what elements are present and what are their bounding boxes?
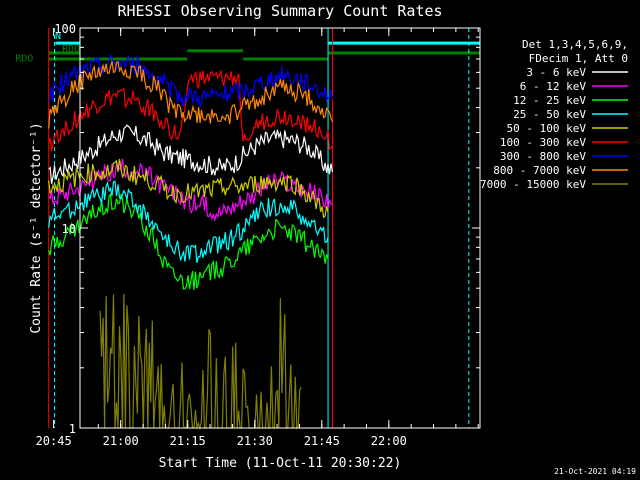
legend-label-6: 300 - 800 keV bbox=[500, 150, 586, 163]
annotation-1: RDO bbox=[62, 44, 80, 55]
annotation-0: RDO bbox=[15, 53, 33, 64]
series-line-5 bbox=[48, 70, 334, 152]
x-tick-label-5: 22:00 bbox=[371, 434, 407, 448]
legend-label-5: 100 - 300 keV bbox=[500, 136, 586, 149]
legend-label-7: 800 - 7000 keV bbox=[493, 164, 586, 177]
annotation-2: N bbox=[55, 31, 61, 42]
series-line-7 bbox=[48, 61, 334, 129]
x-tick-label-4: 21:45 bbox=[304, 434, 340, 448]
y-axis: 1 10 100 bbox=[54, 22, 480, 436]
legend-header-fdecim: FDecim 1, Att 0 bbox=[529, 52, 628, 65]
x-tick-label-3: 21:30 bbox=[237, 434, 273, 448]
x-tick-label-2: 21:15 bbox=[170, 434, 206, 448]
series-line-6 bbox=[48, 53, 334, 108]
x-tick-label-1: 21:00 bbox=[103, 434, 139, 448]
legend-header-detectors: Det 1,3,4,5,6,9, bbox=[522, 38, 628, 51]
x-tick-label-0: 20:45 bbox=[36, 434, 72, 448]
y-tick-label-1: 10 bbox=[62, 222, 76, 236]
legend-label-3: 25 - 50 keV bbox=[513, 108, 586, 121]
legend: Det 1,3,4,5,6,9, FDecim 1, Att 0 3 - 6 k… bbox=[480, 38, 628, 191]
series-line-1 bbox=[48, 158, 333, 223]
series-line-0 bbox=[48, 124, 334, 184]
y-tick-label-2: 100 bbox=[54, 22, 76, 36]
y-tick-label-0: 1 bbox=[69, 422, 76, 436]
legend-label-0: 3 - 6 keV bbox=[526, 66, 586, 79]
legend-label-2: 12 - 25 keV bbox=[513, 94, 586, 107]
series-line-8 bbox=[99, 293, 302, 431]
series-line-2 bbox=[48, 192, 329, 290]
footer-timestamp: 21-Oct-2021 04:19 bbox=[554, 467, 636, 476]
legend-label-4: 50 - 100 keV bbox=[507, 122, 587, 135]
x-axis: 20:45 21:00 21:15 21:30 21:45 22:00 bbox=[36, 28, 479, 448]
legend-label-8: 7000 - 15000 keV bbox=[480, 178, 586, 191]
series-line-4 bbox=[48, 158, 329, 219]
x-axis-label: Start Time (11-Oct-11 20:30:22) bbox=[159, 456, 402, 471]
chart-title: RHESSI Observing Summary Count Rates bbox=[117, 2, 442, 20]
y-axis-label: Count Rate (s⁻¹ detector⁻¹) bbox=[29, 122, 44, 333]
legend-label-1: 6 - 12 keV bbox=[520, 80, 587, 93]
series-line-3 bbox=[48, 180, 329, 263]
